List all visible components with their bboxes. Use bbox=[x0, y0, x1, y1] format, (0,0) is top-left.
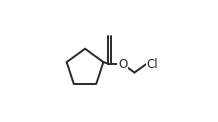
Text: O: O bbox=[118, 58, 127, 71]
Text: Cl: Cl bbox=[147, 58, 158, 71]
